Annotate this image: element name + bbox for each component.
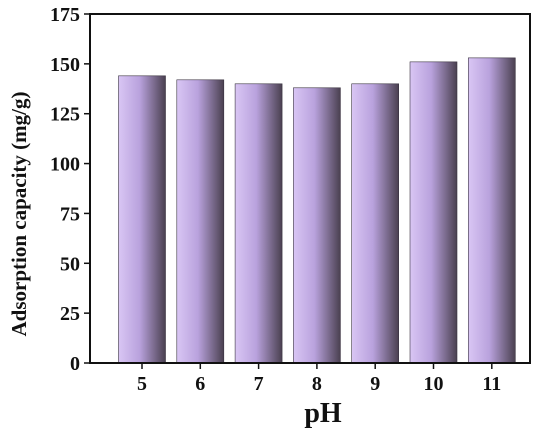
x-tick-label: 10 xyxy=(424,373,444,395)
bar-ph-8 xyxy=(293,87,341,364)
x-tick-label: 11 xyxy=(482,373,501,395)
bar-ph-7 xyxy=(234,83,283,364)
x-tick-label: 5 xyxy=(137,373,147,395)
y-axis-title: Adsorption capacity (mg/g) xyxy=(7,92,31,337)
x-tick-label: 8 xyxy=(312,373,322,395)
x-tick-label: 6 xyxy=(195,373,205,395)
y-tick-label: 125 xyxy=(50,104,80,126)
bar-ph-11 xyxy=(467,57,516,364)
x-tick-label: 7 xyxy=(254,373,264,395)
bar-ph-5 xyxy=(118,75,166,364)
bar-ph-10 xyxy=(409,61,458,364)
y-tick-label: 0 xyxy=(70,353,80,375)
y-tick-label: 25 xyxy=(60,303,80,325)
x-axis-ticks: 5 6 7 8 9 10 11 xyxy=(137,363,501,395)
y-axis-ticks: 0 25 50 75 100 125 150 175 xyxy=(50,4,90,375)
y-tick-label: 75 xyxy=(60,203,80,225)
y-tick-label: 50 xyxy=(60,253,80,275)
y-tick-label: 150 xyxy=(50,54,80,76)
bars-group xyxy=(118,57,516,364)
x-axis-title: pH xyxy=(304,398,342,429)
plot-frame xyxy=(89,13,531,364)
bar-ph-6 xyxy=(176,79,225,364)
x-tick-label: 9 xyxy=(370,373,380,395)
y-tick-label: 100 xyxy=(50,154,80,176)
bar-ph-9 xyxy=(351,83,400,364)
y-tick-label: 175 xyxy=(50,4,80,26)
